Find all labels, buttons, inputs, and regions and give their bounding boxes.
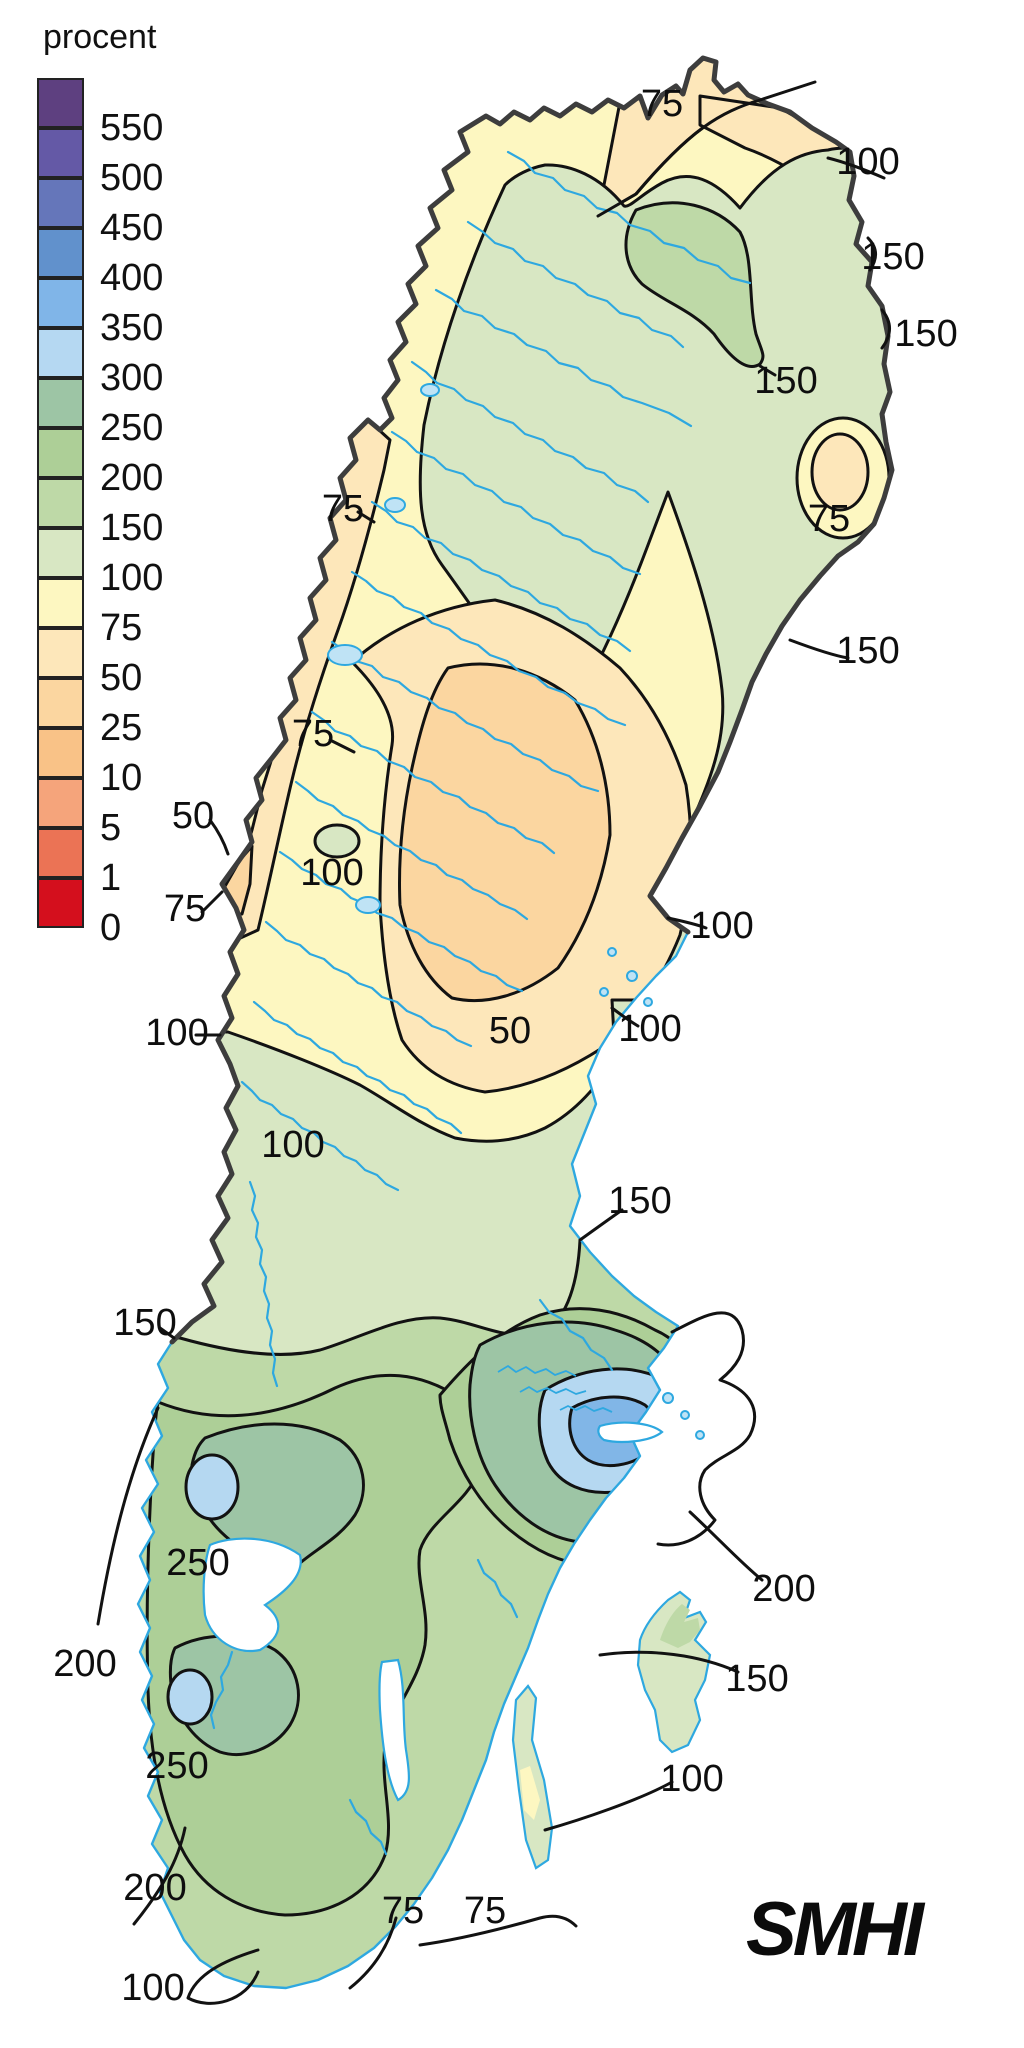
sea-contour-lines [96, 80, 891, 2005]
legend-swatch [37, 278, 84, 328]
legend-swatch [37, 328, 84, 378]
contour-label: 150 [608, 1180, 671, 1222]
band-100-150-small-oval [313, 823, 361, 859]
legend-swatch [37, 728, 84, 778]
contour-label: 200 [53, 1643, 116, 1685]
contour-label: 200 [752, 1568, 815, 1610]
legend-swatch [37, 178, 84, 228]
legend-boundary-label: 200 [100, 457, 164, 499]
legend-swatch [37, 78, 84, 128]
contour-label: 100 [836, 141, 899, 183]
legend-boundary-label: 5 [100, 807, 122, 849]
contour-label: 75 [292, 713, 334, 755]
north-border-coastline [169, 55, 895, 1345]
legend-swatch [37, 428, 84, 478]
legend-swatch [37, 678, 84, 728]
band-50-75-ne-oval-core [810, 432, 870, 512]
legend-swatch [37, 128, 84, 178]
legend-boundary-label: 550 [100, 107, 164, 149]
legend-boundary-label: 1 [100, 857, 122, 899]
band-300-350-west [184, 1453, 240, 1521]
contour-label: 75 [464, 1890, 506, 1932]
south-coastline [136, 931, 690, 1990]
contour-label: 250 [145, 1745, 208, 1787]
contour-label: 75 [322, 488, 364, 530]
contour-label: 150 [754, 360, 817, 402]
legend-boundary-label: 150 [100, 507, 164, 549]
legend-swatch [37, 778, 84, 828]
legend-boundary-label: 10 [100, 757, 143, 799]
band-300-350-southwest [166, 1668, 214, 1726]
legend-swatch [37, 628, 84, 678]
legend-boundary-label: 25 [100, 707, 143, 749]
islands [511, 1590, 712, 1870]
legend-swatch [37, 828, 84, 878]
contour-label: 150 [894, 313, 957, 355]
legend-swatch [37, 378, 84, 428]
contour-bands [138, 58, 892, 1988]
legend-swatch [37, 578, 84, 628]
legend-boundary-label: 75 [100, 607, 143, 649]
contour-label: 100 [261, 1124, 324, 1166]
contour-label: 75 [164, 888, 206, 930]
contour-label: 75 [382, 1890, 424, 1932]
island-oland-south-tip [520, 1766, 540, 1820]
legend-swatch [37, 478, 84, 528]
contour-label: 150 [836, 630, 899, 672]
smhi-logo: SMHI [746, 1887, 924, 1972]
legend-title: procent [43, 18, 157, 56]
contour-label: 150 [113, 1302, 176, 1344]
lake-malaren [597, 1421, 664, 1443]
island-gotland-north-band [660, 1604, 700, 1648]
lake-vanern [202, 1537, 302, 1653]
contour-label: 100 [660, 1758, 723, 1800]
legend-boundary-label: 400 [100, 257, 164, 299]
legend-boundary-label: 0 [100, 907, 122, 949]
contour-label: 100 [618, 1008, 681, 1050]
legend-boundary-label: 50 [100, 657, 143, 699]
legend-swatch [37, 878, 84, 928]
band-150-200-north-blob [624, 201, 765, 368]
legend-swatch [37, 228, 84, 278]
contour-label: 100 [121, 1967, 184, 2009]
legend-boundary-label: 300 [100, 357, 164, 399]
contour-label: 250 [166, 1542, 229, 1584]
contour-label: 50 [172, 795, 214, 837]
legend-swatch [37, 528, 84, 578]
contour-label: 75 [808, 498, 850, 540]
contour-label: 100 [145, 1012, 208, 1054]
contour-label: 200 [123, 1867, 186, 1909]
lakes-north [327, 383, 440, 914]
legend-boundary-label: 100 [100, 557, 164, 599]
legend-boundary-label: 250 [100, 407, 164, 449]
lakes-south [202, 1421, 664, 1802]
lake-vattern [378, 1658, 411, 1802]
contour-label: 150 [725, 1658, 788, 1700]
legend-boundary-label: 450 [100, 207, 164, 249]
stockholm-archipelago [497, 947, 705, 1440]
contour-label: 100 [300, 852, 363, 894]
contour-label: 100 [690, 905, 753, 947]
color-scale-legend: procent 550 500 450 400 350 300 250 200 150 100 75… [0, 0, 260, 1000]
contour-label: 50 [489, 1010, 531, 1052]
rivers [209, 150, 752, 1856]
contour-label: 150 [861, 236, 924, 278]
contour-label: 75 [641, 83, 683, 125]
legend-boundary-label: 500 [100, 157, 164, 199]
legend-boundary-label: 350 [100, 307, 164, 349]
